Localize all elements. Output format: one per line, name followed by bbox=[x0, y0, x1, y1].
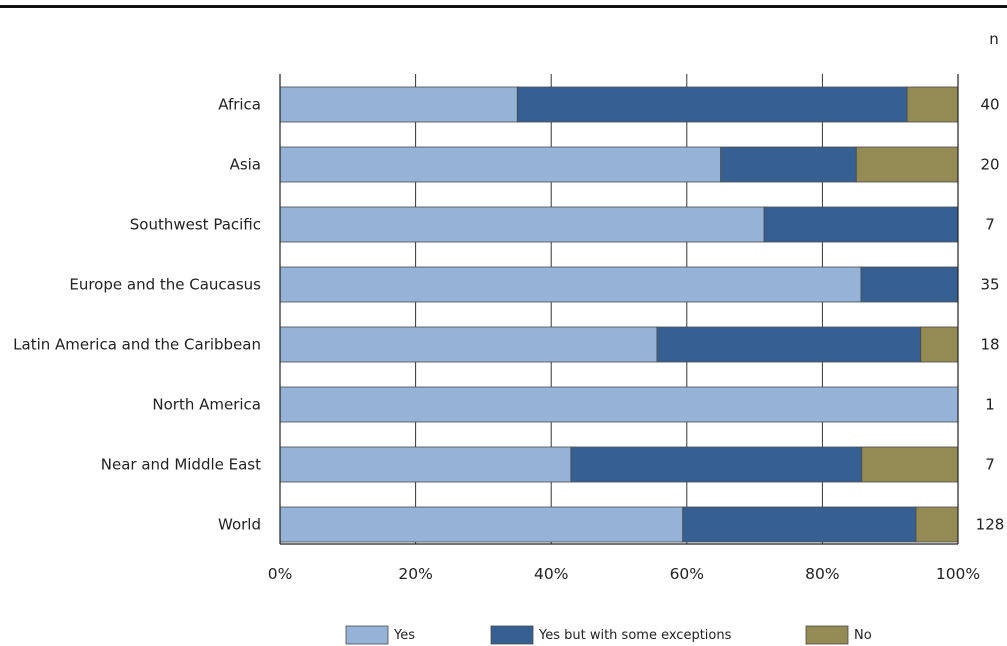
bar-world-yes bbox=[279, 506, 684, 543]
category-label: North America bbox=[152, 396, 261, 414]
bar-world-yes-but-with-some-exceptions bbox=[682, 506, 917, 543]
n-value-label: 128 bbox=[976, 516, 1005, 534]
n-value-label: 1 bbox=[985, 396, 995, 414]
n-value-label: 40 bbox=[980, 96, 999, 114]
category-label: Asia bbox=[230, 156, 261, 174]
top-rule bbox=[0, 5, 1007, 8]
n-value-label: 7 bbox=[985, 456, 995, 474]
legend-swatch-yes-but-with-some-exceptions bbox=[490, 625, 534, 645]
legend-label-no: No bbox=[854, 628, 872, 643]
bar-africa-yes-but-with-some-exceptions bbox=[516, 86, 908, 123]
x-tick-label: 60% bbox=[670, 565, 704, 583]
category-label: Near and Middle East bbox=[101, 456, 261, 474]
n-value-label: 18 bbox=[980, 336, 999, 354]
bar-southwest-pacific-yes-but-with-some-exceptions bbox=[763, 206, 959, 243]
category-label: Europe and the Caucasus bbox=[69, 276, 261, 294]
category-label: Africa bbox=[218, 96, 261, 114]
bar-latin-america-and-the-caribbean-yes bbox=[279, 326, 658, 363]
bar-latin-america-and-the-caribbean-no bbox=[920, 326, 959, 363]
category-label: World bbox=[218, 516, 261, 534]
legend-swatch-yes bbox=[345, 625, 389, 645]
bar-africa-no bbox=[906, 86, 959, 123]
bar-latin-america-and-the-caribbean-yes-but-with-some-exceptions bbox=[656, 326, 922, 363]
n-value-label: 7 bbox=[985, 216, 995, 234]
legend-label-yes-but-with-some-exceptions: Yes but with some exceptions bbox=[538, 628, 732, 643]
bar-near-and-middle-east-yes bbox=[279, 446, 572, 483]
bar-asia-no bbox=[855, 146, 959, 183]
n-value-label: 35 bbox=[980, 276, 999, 294]
n-value-label: 20 bbox=[980, 156, 999, 174]
bar-africa-yes bbox=[279, 86, 518, 123]
bar-asia-yes-but-with-some-exceptions bbox=[720, 146, 857, 183]
x-tick-label: 40% bbox=[534, 565, 568, 583]
x-tick-label: 80% bbox=[805, 565, 839, 583]
bar-europe-and-the-caucasus-yes bbox=[279, 266, 862, 303]
x-tick-label: 20% bbox=[398, 565, 432, 583]
category-label: Latin America and the Caribbean bbox=[13, 336, 261, 354]
bar-north-america-yes bbox=[279, 386, 959, 423]
bar-southwest-pacific-yes bbox=[279, 206, 765, 243]
bar-asia-yes bbox=[279, 146, 722, 183]
legend-label-yes: Yes bbox=[393, 628, 415, 643]
bar-world-no bbox=[915, 506, 959, 543]
bar-near-and-middle-east-no bbox=[861, 446, 959, 483]
x-tick-label: 0% bbox=[268, 565, 293, 583]
n-header: n bbox=[989, 30, 999, 48]
legend-swatch-no bbox=[805, 625, 849, 645]
bar-near-and-middle-east-yes-but-with-some-exceptions bbox=[570, 446, 863, 483]
category-label: Southwest Pacific bbox=[130, 216, 261, 234]
x-tick-label: 100% bbox=[936, 565, 980, 583]
bar-europe-and-the-caucasus-yes-but-with-some-exceptions bbox=[860, 266, 959, 303]
